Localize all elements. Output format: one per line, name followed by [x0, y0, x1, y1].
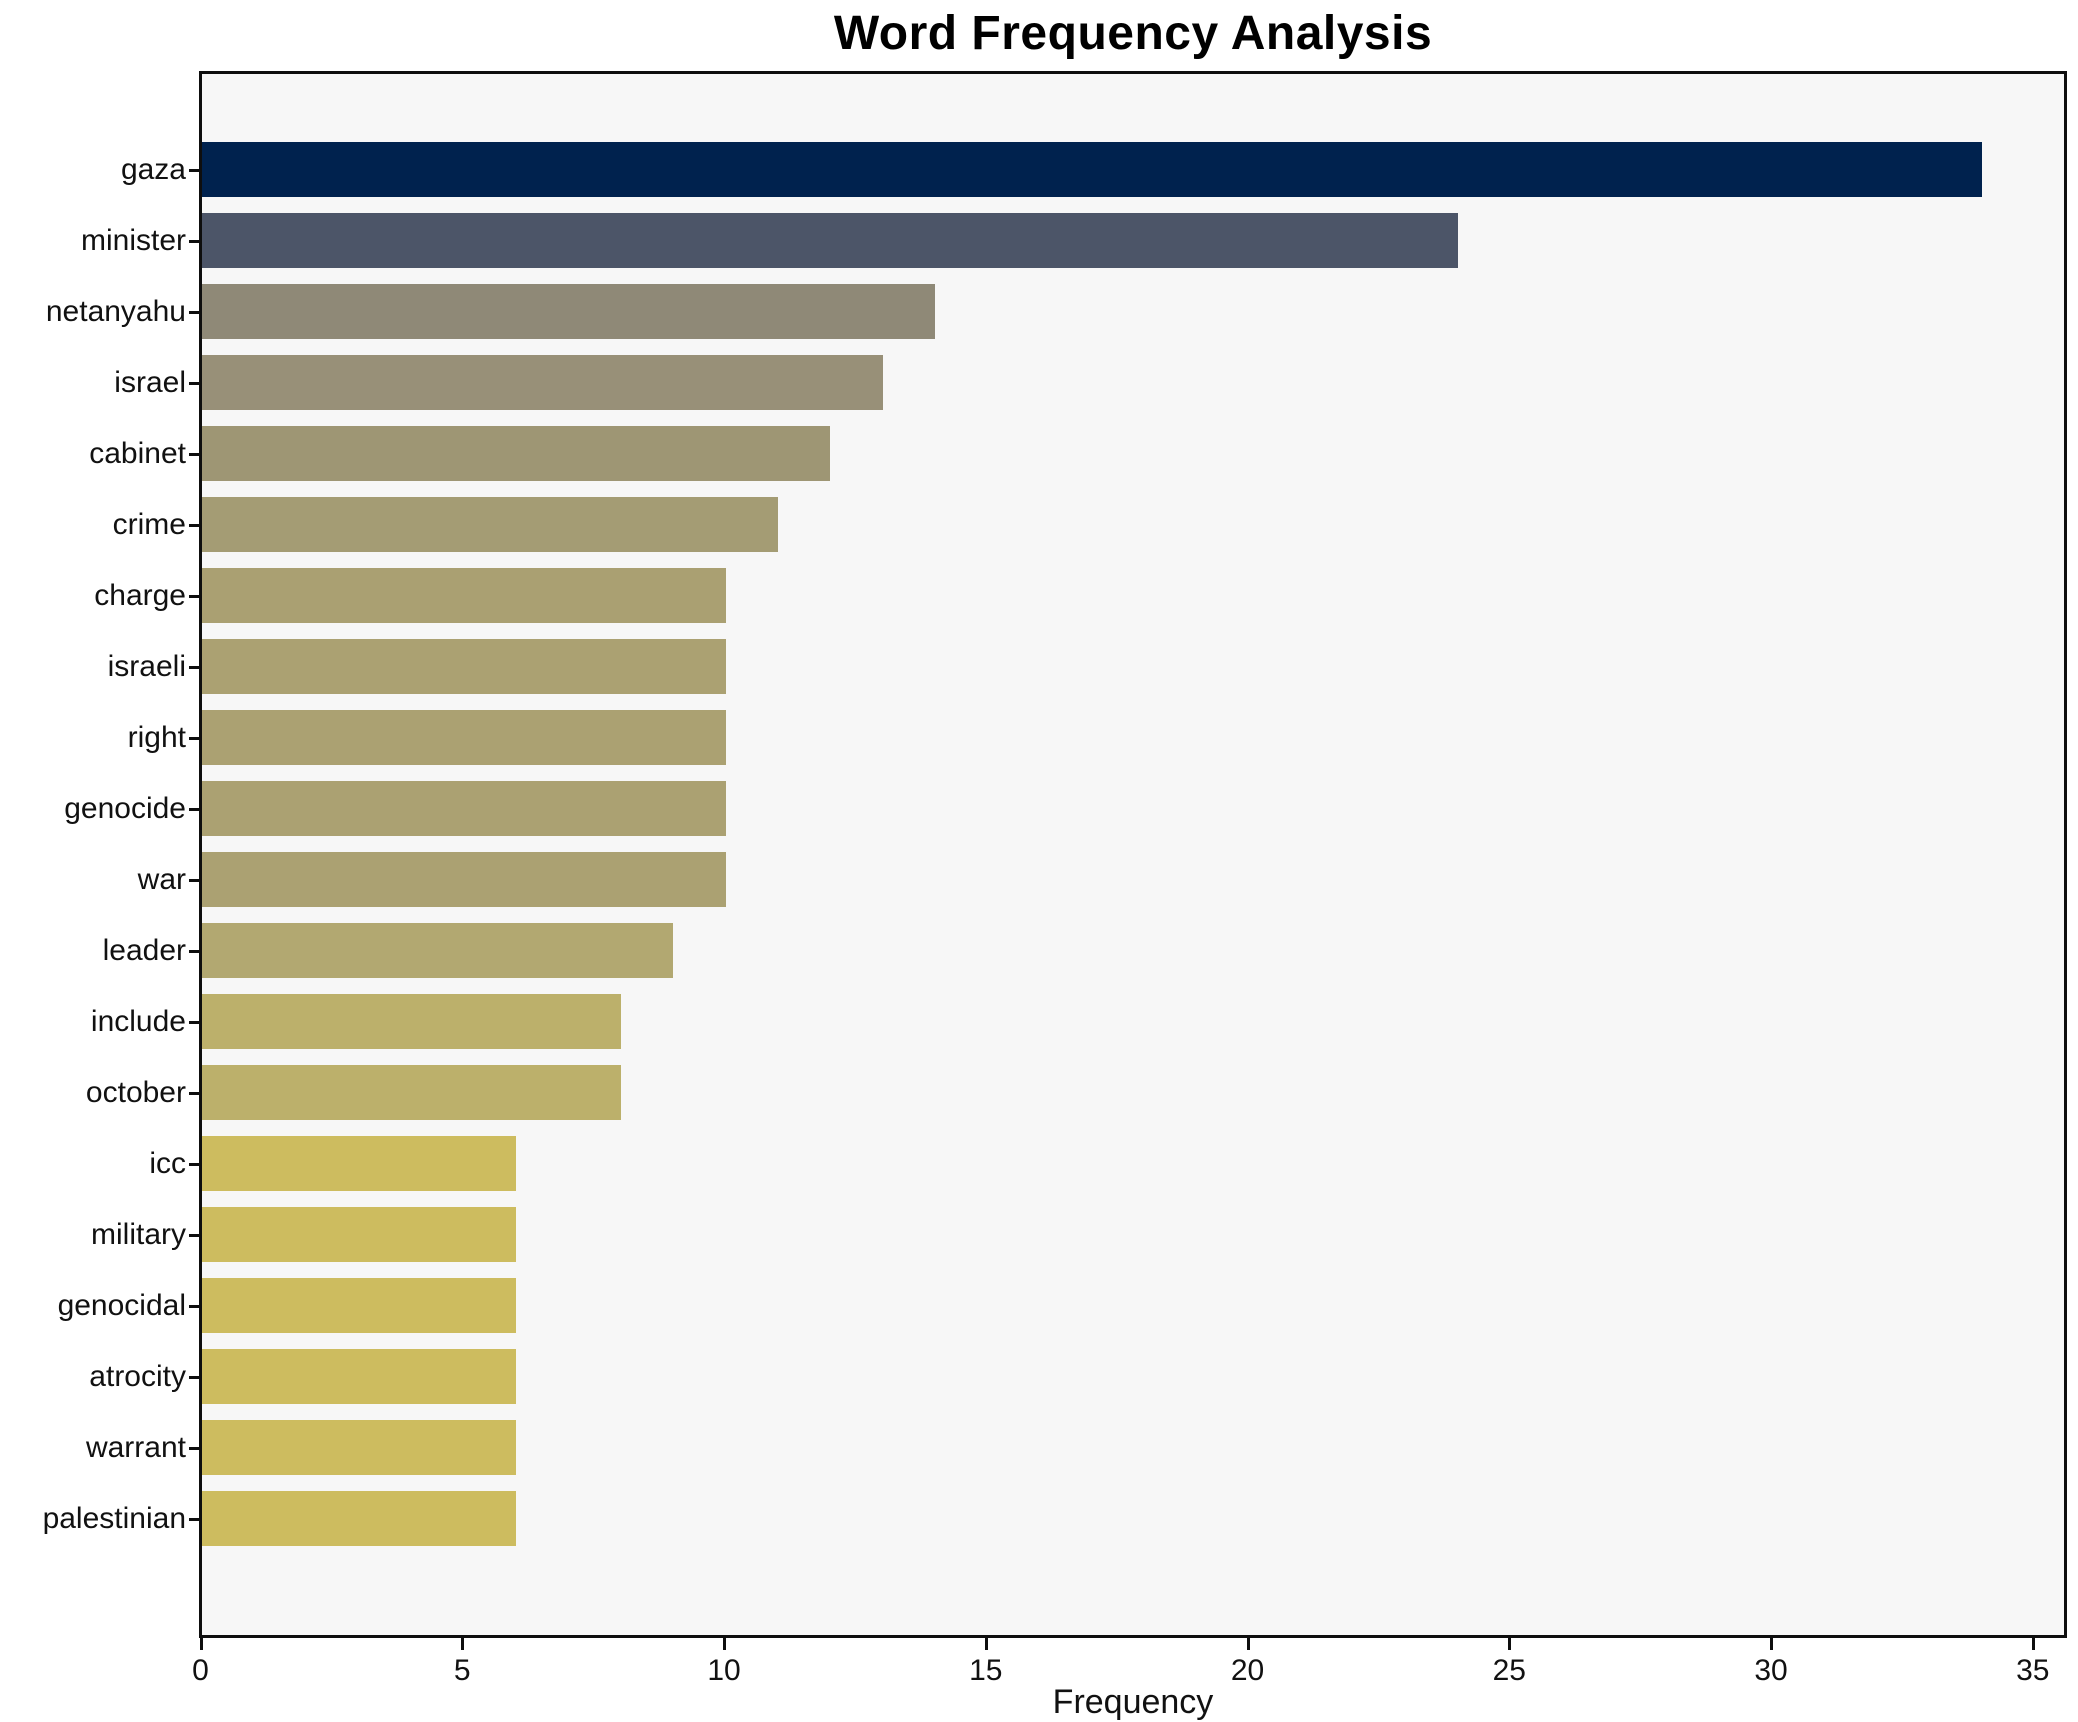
x-tick-label-30: 30	[1754, 1654, 1788, 1687]
bar-crime	[202, 497, 778, 552]
bar-atrocity	[202, 1349, 517, 1404]
bar-genocide	[202, 781, 726, 836]
x-tick-label-15: 15	[969, 1654, 1003, 1687]
y-tick-label-israeli: israeli	[107, 649, 186, 683]
bar-war	[202, 852, 726, 907]
y-tick-mark	[189, 878, 199, 882]
y-tick-mark	[189, 1375, 199, 1379]
y-tick-label-charge: charge	[94, 578, 186, 612]
y-tick-label-minister: minister	[80, 223, 186, 257]
bar-warrant	[202, 1420, 517, 1475]
x-tick-mark	[984, 1638, 988, 1650]
y-tick-label-cabinet: cabinet	[89, 436, 186, 470]
y-tick-label-crime: crime	[112, 507, 186, 541]
y-tick-mark	[189, 523, 199, 527]
y-tick-label-netanyahu: netanyahu	[45, 294, 186, 328]
x-tick-mark	[723, 1638, 726, 1650]
y-tick-mark	[189, 381, 199, 385]
x-tick-mark	[2031, 1638, 2035, 1650]
x-tick-label-10: 10	[707, 1654, 741, 1687]
x-tick-label-25: 25	[1492, 1654, 1526, 1687]
y-tick-mark	[189, 807, 199, 811]
y-tick-label-right: right	[127, 720, 186, 754]
y-tick-label-war: war	[137, 862, 186, 896]
bar-icc	[202, 1136, 517, 1191]
y-tick-mark	[189, 239, 199, 243]
y-tick-mark	[189, 1020, 199, 1024]
y-tick-label-leader: leader	[102, 933, 186, 967]
y-tick-label-october: october	[85, 1075, 186, 1109]
bar-include	[202, 994, 621, 1049]
bar-gaza	[202, 142, 1982, 197]
bar-palestinian	[202, 1491, 517, 1546]
y-tick-mark	[189, 310, 199, 314]
chart-title: Word Frequency Analysis	[833, 7, 1433, 60]
bar-israeli	[202, 639, 726, 694]
x-tick-label-20: 20	[1230, 1654, 1265, 1687]
bar-military	[202, 1207, 517, 1262]
bar-netanyahu	[202, 284, 935, 339]
y-tick-mark	[189, 1162, 199, 1166]
bar-genocidal	[202, 1278, 517, 1333]
bar-october	[202, 1065, 621, 1120]
x-tick-mark	[199, 1638, 203, 1650]
x-tick-mark	[1246, 1638, 1250, 1650]
y-tick-label-military: military	[91, 1217, 186, 1251]
y-tick-label-atrocity: atrocity	[89, 1359, 186, 1393]
y-tick-label-gaza: gaza	[120, 152, 186, 186]
y-tick-mark	[189, 1091, 199, 1095]
bar-right	[202, 710, 726, 765]
plot-area	[199, 71, 2067, 1638]
y-tick-label-include: include	[90, 1004, 186, 1038]
bar-cabinet	[202, 426, 831, 481]
y-tick-label-genocidal: genocidal	[57, 1288, 186, 1322]
bar-leader	[202, 923, 674, 978]
y-tick-mark	[189, 949, 199, 953]
x-axis-title: Frequency	[1052, 1683, 1214, 1721]
y-tick-mark	[189, 1304, 199, 1308]
x-tick-label-5: 5	[453, 1654, 471, 1687]
bar-israel	[202, 355, 883, 410]
y-tick-mark	[189, 452, 199, 456]
x-tick-mark	[1770, 1638, 1773, 1650]
y-tick-mark	[189, 1517, 199, 1521]
x-tick-mark	[1508, 1638, 1512, 1650]
y-tick-label-genocide: genocide	[64, 791, 186, 825]
x-tick-label-35: 35	[2016, 1654, 2050, 1687]
y-tick-label-icc: icc	[149, 1146, 186, 1180]
y-tick-mark	[189, 665, 199, 669]
x-tick-label-0: 0	[192, 1654, 209, 1687]
y-tick-mark	[189, 736, 199, 740]
x-tick-mark	[461, 1638, 465, 1650]
y-tick-label-palestinian: palestinian	[42, 1501, 186, 1535]
y-tick-mark	[189, 1233, 199, 1237]
y-tick-mark	[189, 1446, 199, 1450]
y-tick-mark	[189, 594, 199, 598]
bar-minister	[202, 213, 1459, 268]
bar-charge	[202, 568, 726, 623]
y-tick-mark	[189, 168, 199, 172]
y-tick-label-israel: israel	[114, 365, 186, 399]
y-tick-label-warrant: warrant	[85, 1430, 186, 1464]
